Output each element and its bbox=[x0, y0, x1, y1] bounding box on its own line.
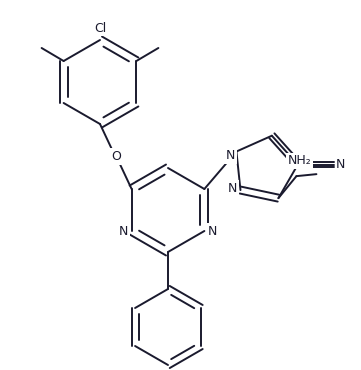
Text: N: N bbox=[119, 225, 128, 238]
Text: Cl: Cl bbox=[94, 21, 106, 34]
Text: N: N bbox=[336, 158, 345, 171]
Text: NH₂: NH₂ bbox=[288, 154, 312, 167]
Text: O: O bbox=[111, 150, 121, 163]
Text: N: N bbox=[208, 225, 217, 238]
Text: N: N bbox=[228, 182, 237, 195]
Text: N: N bbox=[226, 149, 235, 162]
